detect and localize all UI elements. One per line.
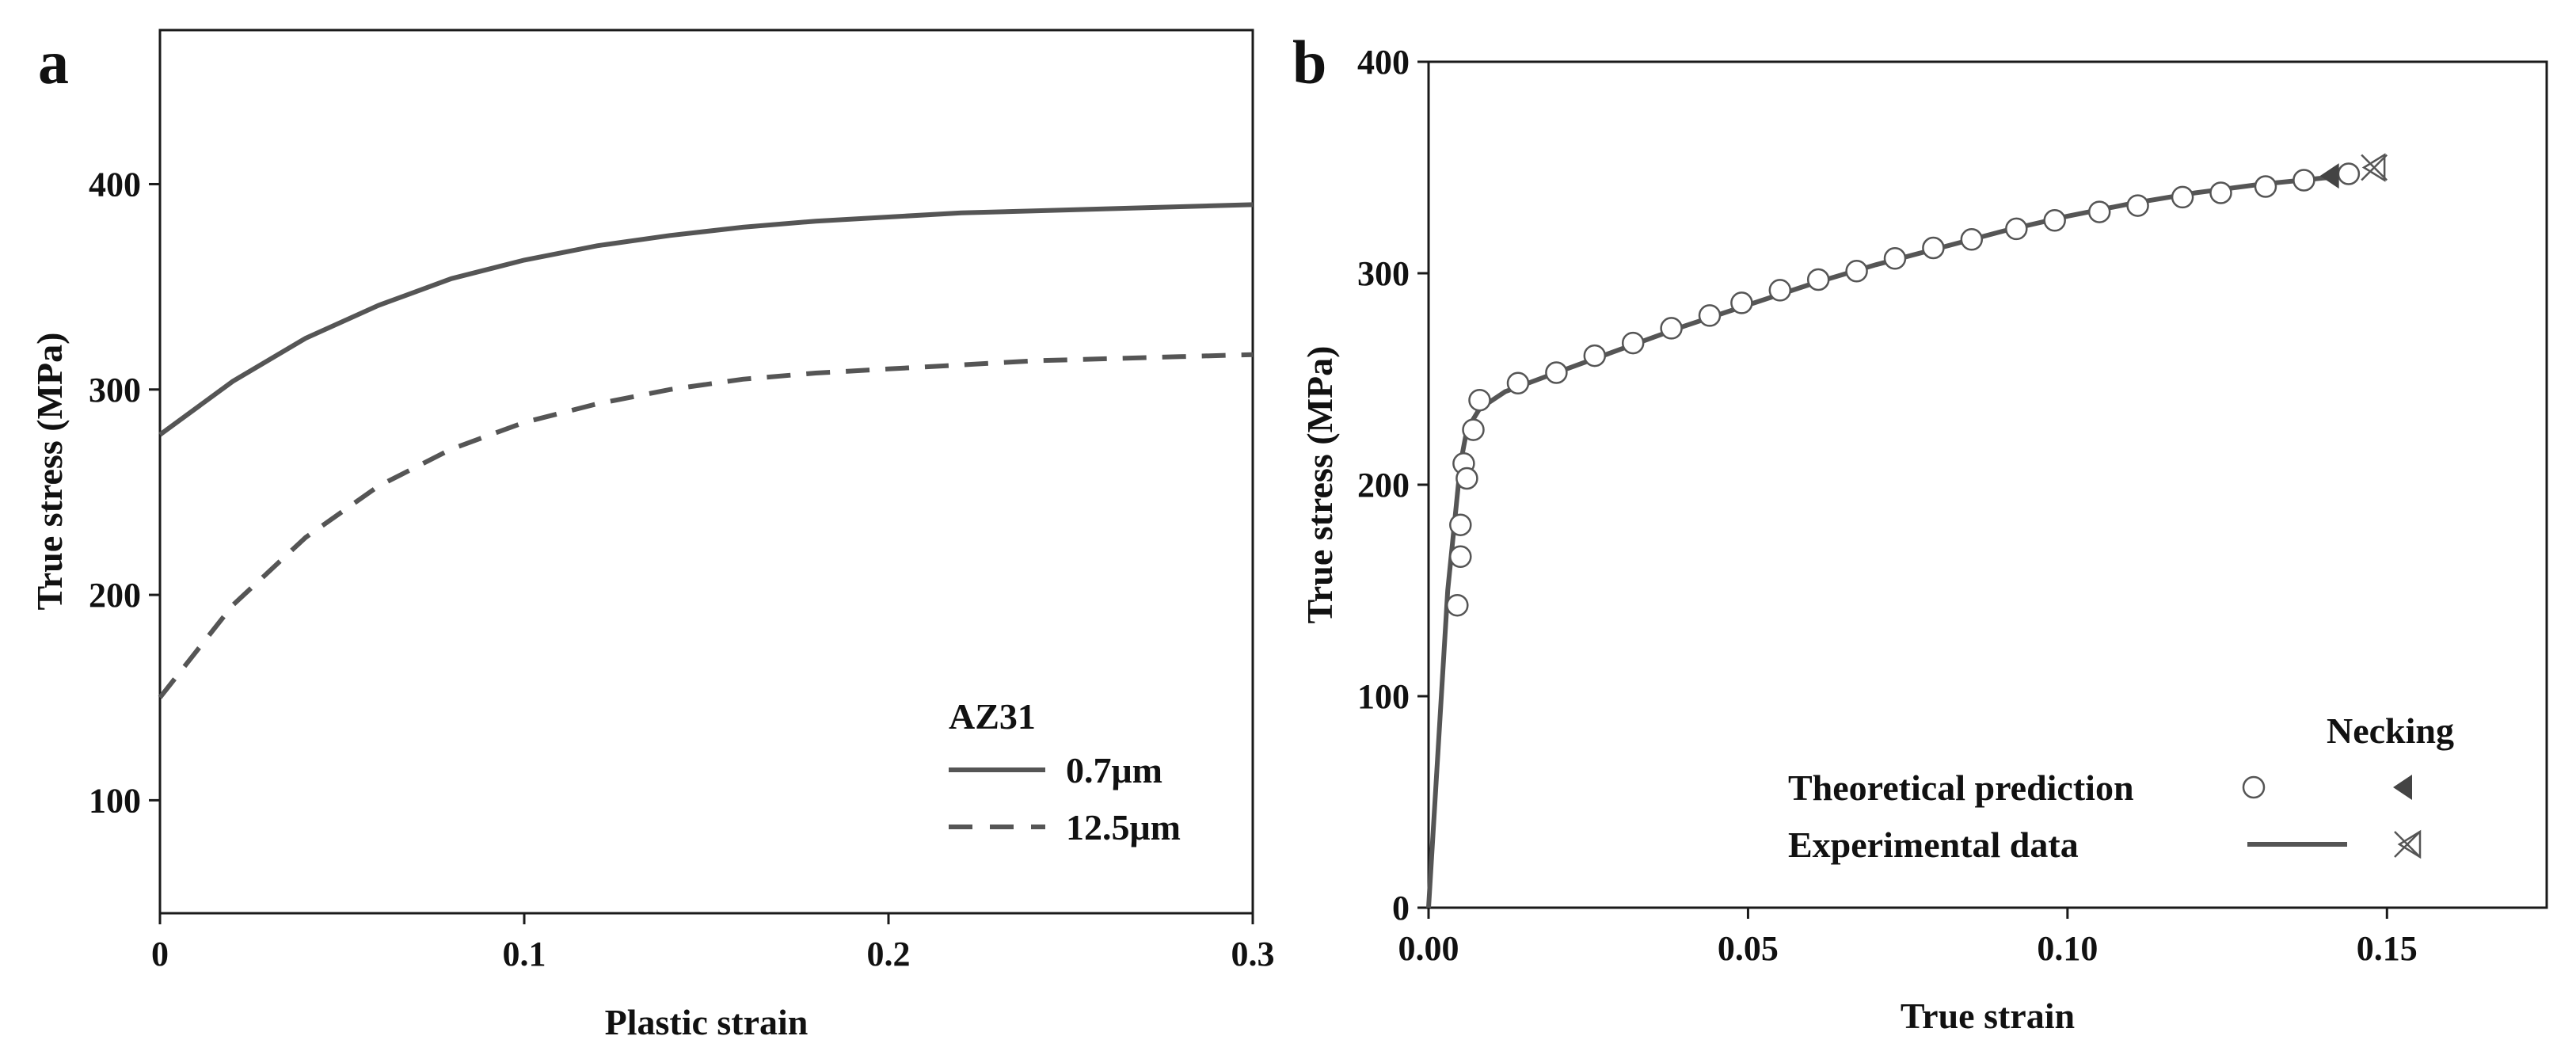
panel-b-theoretical-point [1698,304,1722,327]
panel-b-theoretical-point [2171,185,2194,209]
panel-b-theoretical-point [2126,194,2149,217]
panel-a-x-tick-label: 0.2 [867,935,911,973]
panel-b-theoretical-point [1806,268,1830,291]
panel-b-x-axis-title: True strain [1901,996,2075,1036]
panel-a-series-12.5um-line [158,352,1254,699]
panel-b-theoretical-point [1455,467,1478,490]
panel-b-theoretical-point [1506,371,1530,395]
panel-b-theoretical-point [1922,236,1945,260]
panel-b-theoretical-point [1583,344,1607,368]
panel-b-theoretical-point [2087,200,2111,223]
panel-a-plot-frame [158,29,1254,915]
panel-b-theoretical-point [1468,388,1491,412]
panel-b: b 0.00 0.05 0.10 0.15 0 100 200 300 400 True str… [1292,28,2548,1036]
panel-b-theoretical-point [1446,593,1469,617]
panel-b-y-tick-label: 400 [1357,43,1410,82]
panel-b-theoretical-point [1449,545,1472,569]
panel-a-label: a [38,28,69,97]
panel-b-theoretical-point [2337,162,2361,185]
panel-a-legend: AZ31 0.7μm 12.5μm [949,696,1181,847]
panel-b-legend-label-theoretical: Theoretical prediction [1788,767,2134,808]
panel-b-theoretical-point [1545,361,1568,384]
panel-b-theoretical-point [1960,228,1984,251]
panel-b-theoretical-point [2005,217,2028,241]
panel-a-x-tick-label: 0.3 [1231,935,1275,973]
panel-b-theoretical-point [1883,247,1907,270]
panel-b-y-tick-label: 200 [1357,466,1410,505]
panel-b-label: b [1292,28,1326,97]
panel-b-theoretical-necking-marker [2319,163,2339,189]
panel-b-y-tick-label: 300 [1357,254,1410,293]
panel-b-theoretical-point [1660,317,1683,340]
panel-b-theoretical-point [2254,175,2277,198]
panel-b-theoretical-point [1845,260,1868,283]
panel-b-y-tick-label: 0 [1392,889,1410,927]
panel-b-ticks: 0.00 0.05 0.10 0.15 0 100 200 300 400 [1357,43,2418,968]
panel-a-legend-label-12.5um: 12.5μm [1066,807,1181,847]
panel-b-legend: Necking Theoretical prediction Experimen… [1788,710,2454,865]
panel-b-y-axis-title: True stress (MPa) [1299,346,1340,624]
panel-b-y-tick-label: 100 [1357,677,1410,716]
panel-b-theoretical-point [2043,209,2066,232]
panel-b-theoretical-point [2293,169,2315,192]
panel-b-x-tick-label: 0.05 [1718,929,1779,968]
panel-b-legend-crossed-triangle-marker [2394,829,2422,859]
panel-a-series-0.7um-line [158,202,1254,437]
panel-a-y-axis-title: True stress (MPa) [29,333,70,611]
panel-a-y-tick-label: 200 [89,576,141,615]
panel-b-legend-filled-triangle-marker [2393,775,2412,800]
panel-b-experimental-necking-marker [2361,153,2388,182]
panel-a-y-tick-label: 300 [89,371,141,409]
panel-a-ticks: 0 0.1 0.2 0.3 100 200 300 400 [89,165,1275,973]
panel-b-theoretical-point [1730,291,1753,314]
panel-a-legend-label-0.7um: 0.7μm [1066,750,1162,790]
panel-a-y-tick-label: 400 [89,165,141,204]
panel-a-y-tick-label: 100 [89,781,141,820]
panel-a-legend-title: AZ31 [949,696,1036,737]
panel-b-legend-label-experimental: Experimental data [1788,825,2079,865]
panel-a-x-tick-label: 0 [151,935,169,973]
panel-b-theoretical-point [1462,418,1485,441]
panel-b-theoretical-point [1621,331,1645,355]
panel-a-x-tick-label: 0.1 [503,935,546,973]
panel-b-x-tick-label: 0.10 [2037,929,2098,968]
panel-b-theoretical-point [1768,279,1792,302]
panel-b-necking-marks [2319,153,2388,189]
panel-b-legend-title: Necking [2327,710,2454,751]
panel-b-legend-open-circle-marker [2242,775,2266,799]
panel-a-x-axis-title: Plastic strain [605,1002,809,1042]
panel-b-theoretical-point [1449,513,1472,536]
panel-b-theoretical-point [2209,181,2232,204]
panel-b-theoretical-points [1446,162,2361,617]
panel-b-x-tick-label: 0.00 [1398,929,1459,968]
panel-b-x-tick-label: 0.15 [2357,929,2418,968]
